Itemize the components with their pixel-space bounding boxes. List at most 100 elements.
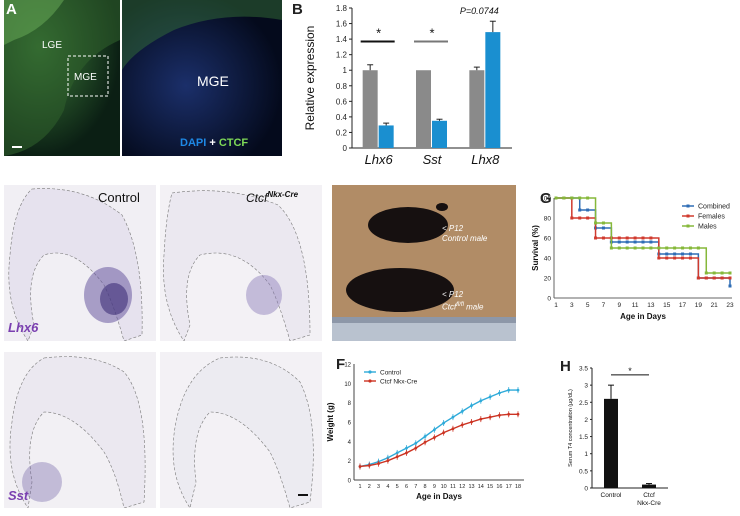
legend-marker bbox=[686, 214, 690, 218]
data-point bbox=[625, 236, 629, 240]
legend-label: Ctcf Nkx-Cre bbox=[380, 379, 418, 386]
data-point bbox=[451, 415, 455, 419]
x-tick-label: 11 bbox=[450, 484, 456, 490]
panel-h-letter: H bbox=[560, 358, 571, 375]
x-tick-label: 7 bbox=[414, 484, 417, 490]
data-point bbox=[377, 462, 380, 465]
data-point bbox=[673, 252, 677, 256]
y-axis-title: Serum T4 concentration (μg/dL) bbox=[568, 389, 574, 467]
x-tick-label: 9 bbox=[617, 302, 621, 309]
data-point bbox=[617, 240, 621, 244]
y-tick-label: 4 bbox=[348, 440, 352, 446]
ko-label-c-base: Ctcf bbox=[246, 191, 268, 205]
data-point bbox=[367, 464, 371, 467]
ko-male-label: male bbox=[466, 302, 484, 312]
data-point bbox=[432, 436, 436, 439]
control-age: < P12 bbox=[442, 224, 464, 233]
data-point bbox=[395, 455, 399, 459]
data-point bbox=[712, 276, 716, 280]
panel-a-letter: A bbox=[6, 1, 17, 18]
data-point bbox=[673, 246, 677, 250]
p-value-lhx8: P=0.0744 bbox=[460, 6, 499, 16]
data-point bbox=[681, 256, 685, 260]
data-point bbox=[578, 216, 582, 220]
x-tick-label: 5 bbox=[586, 302, 590, 309]
data-point bbox=[728, 284, 732, 288]
x-tick-label: 21 bbox=[711, 302, 719, 309]
y-tick-label: 3 bbox=[584, 383, 588, 390]
y-tick-label: 60 bbox=[544, 236, 552, 243]
data-point bbox=[633, 236, 637, 240]
ko-mouse-caption: < P12 Ctcffl/fl male bbox=[442, 290, 483, 313]
data-point bbox=[423, 435, 427, 438]
data-point bbox=[641, 246, 645, 250]
series-line bbox=[359, 389, 518, 468]
data-point bbox=[442, 431, 446, 435]
x-tick-label: 1 bbox=[358, 484, 361, 490]
data-point bbox=[633, 246, 637, 250]
data-point bbox=[586, 196, 590, 200]
data-point bbox=[570, 216, 574, 220]
panel-b-chart: 0 0.2 0.4 0.6 0.8 1 1.2 1.4 1.6 1.8 Relative expre… bbox=[303, 4, 512, 166]
data-point bbox=[728, 271, 732, 275]
data-point bbox=[625, 240, 629, 244]
x-tick-label: 11 bbox=[632, 302, 639, 309]
data-point bbox=[479, 417, 483, 421]
data-point bbox=[617, 236, 621, 240]
y-tick-label: 1.8 bbox=[336, 4, 348, 13]
y-tick-label: 2.5 bbox=[579, 400, 588, 407]
data-point bbox=[696, 246, 700, 250]
data-point bbox=[432, 428, 436, 432]
data-point bbox=[442, 421, 446, 425]
bar bbox=[362, 70, 378, 148]
data-point bbox=[516, 388, 520, 392]
x-tick-label: 8 bbox=[424, 484, 427, 490]
plus-label: + bbox=[206, 137, 219, 149]
data-point bbox=[720, 276, 724, 280]
mge-box-label: MGE bbox=[74, 72, 97, 83]
y-tick-label: 40 bbox=[544, 256, 552, 263]
y-tick-label: 0 bbox=[547, 296, 551, 303]
data-point bbox=[423, 440, 427, 444]
y-tick-label: 20 bbox=[544, 276, 552, 283]
sig-star-sst: * bbox=[429, 26, 434, 41]
data-point bbox=[405, 446, 408, 450]
control-male-label: Control male bbox=[442, 234, 488, 243]
x-tick-label: 18 bbox=[515, 484, 521, 490]
x-axis-title: Age in Days bbox=[620, 312, 666, 321]
data-point bbox=[460, 423, 464, 427]
x-tick-label: 1 bbox=[554, 302, 558, 309]
lge-label: LGE bbox=[42, 40, 63, 51]
y-tick-label: 1.5 bbox=[579, 434, 588, 441]
data-point bbox=[554, 196, 558, 200]
x-tick-label: 12 bbox=[459, 484, 465, 490]
data-point bbox=[720, 271, 724, 275]
legend-marker bbox=[686, 224, 690, 228]
data-point bbox=[562, 196, 566, 200]
panel-a-micrograph bbox=[4, 0, 282, 156]
panel-d-left-image bbox=[4, 352, 156, 508]
x-tick-label: 4 bbox=[386, 484, 389, 490]
y-tick-label: 0 bbox=[348, 479, 352, 485]
bar bbox=[469, 70, 485, 148]
ko-label-c: CtcfNkx-Cre bbox=[246, 190, 298, 205]
data-point bbox=[498, 391, 501, 395]
data-point bbox=[386, 459, 390, 463]
data-point bbox=[594, 221, 598, 225]
category-label: Ctcf bbox=[643, 492, 655, 499]
data-point bbox=[712, 271, 716, 275]
x-tick-label: 10 bbox=[441, 484, 447, 490]
data-point bbox=[641, 240, 645, 244]
x-tick-label: 3 bbox=[377, 484, 380, 490]
data-point bbox=[704, 271, 708, 275]
stain-legend: DAPI + CTCF bbox=[180, 137, 248, 149]
y-tick-label: 1.6 bbox=[336, 20, 348, 29]
x-tick-label: 13 bbox=[647, 302, 655, 309]
data-point bbox=[470, 420, 473, 424]
ko-mouse bbox=[346, 268, 454, 312]
sst-label: Sst bbox=[8, 488, 29, 503]
data-point bbox=[728, 276, 732, 280]
legend-label: Males bbox=[698, 224, 717, 231]
data-point bbox=[649, 236, 653, 240]
data-point bbox=[516, 412, 520, 416]
